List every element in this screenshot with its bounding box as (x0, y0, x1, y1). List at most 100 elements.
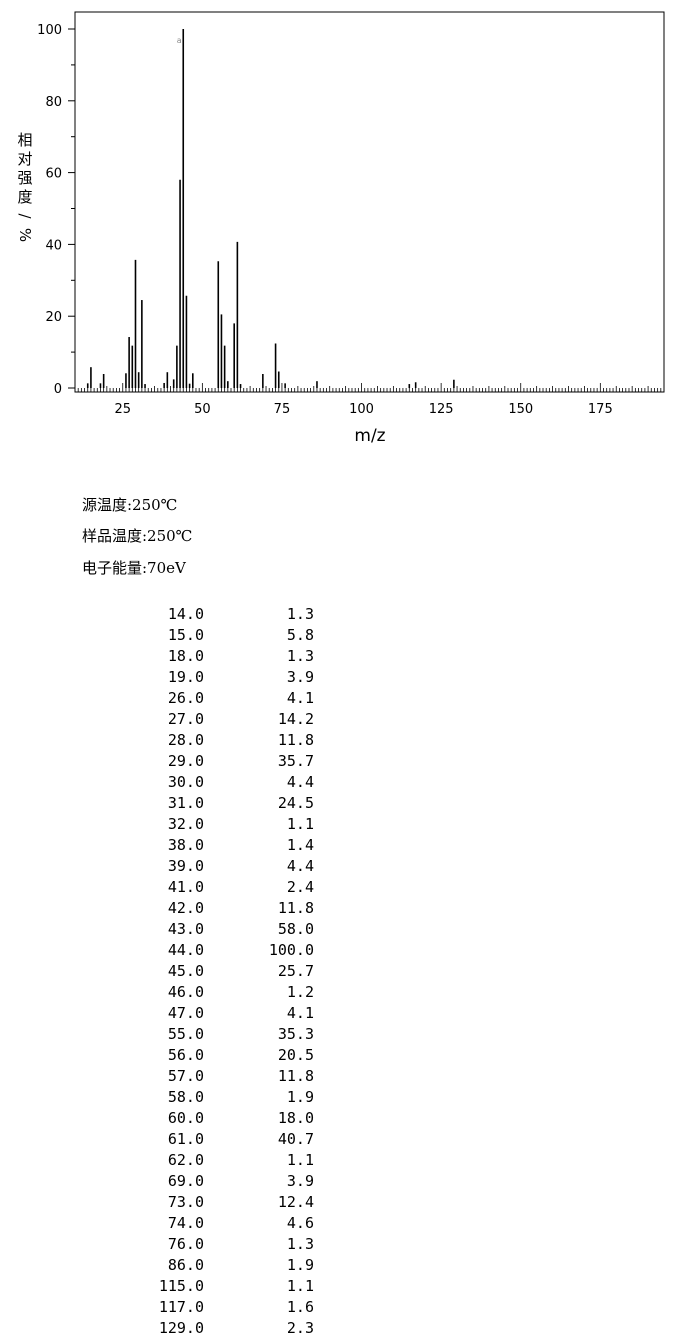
abundance-value: 35.7 (277, 752, 314, 770)
x-axis-ticks: 25 50 75 100 125 150 175 (74, 383, 665, 417)
abundance-value: 1.1 (286, 1277, 314, 1295)
peak-row: 129.0 2.3 (130, 1318, 314, 1339)
abundance-value: 1.2 (286, 983, 314, 1001)
x-axis-label: m/z (354, 426, 385, 446)
mz-value: 30.0 (167, 773, 204, 791)
abundance-value: 1.9 (286, 1088, 314, 1106)
peak-row: 26.0 4.1 (130, 688, 314, 709)
abundance-value: 4.4 (286, 857, 314, 875)
mz-value: 58.0 (167, 1088, 204, 1106)
mz-value: 29.0 (167, 752, 204, 770)
mz-value: 62.0 (167, 1151, 204, 1169)
abundance-value: 3.9 (286, 668, 314, 686)
peak-row: 62.0 1.1 (130, 1150, 314, 1171)
x-tick-label: 175 (588, 402, 613, 417)
peak-row: 46.0 1.2 (130, 982, 314, 1003)
peak-row: 44.0 100.0 (130, 940, 314, 961)
abundance-value: 11.8 (277, 1067, 314, 1085)
peak-row: 57.0 11.8 (130, 1066, 314, 1087)
mz-value: 44.0 (167, 941, 204, 959)
mz-value: 115.0 (158, 1277, 204, 1295)
peak-row: 47.0 4.1 (130, 1003, 314, 1024)
mz-value: 60.0 (167, 1109, 204, 1127)
y-tick-label: 40 (45, 238, 62, 253)
abundance-value: 40.7 (277, 1130, 314, 1148)
y-label-char: % (16, 228, 34, 242)
y-label-char: 对 (17, 150, 32, 168)
peak-row: 32.0 1.1 (130, 814, 314, 835)
mz-value: 76.0 (167, 1235, 204, 1253)
mz-value: 19.0 (167, 668, 204, 686)
x-tick-label: 125 (429, 402, 454, 417)
peak-row: 15.0 5.8 (130, 625, 314, 646)
mz-value: 61.0 (167, 1130, 204, 1148)
abundance-value: 35.3 (277, 1025, 314, 1043)
abundance-value: 100.0 (268, 941, 314, 959)
abundance-value: 58.0 (277, 920, 314, 938)
peak-row: 58.0 1.9 (130, 1087, 314, 1108)
peak-row: 29.0 35.7 (130, 751, 314, 772)
x-tick-label: 100 (349, 402, 374, 417)
peak-row: 42.0 11.8 (130, 898, 314, 919)
mz-value: 14.0 (167, 605, 204, 623)
base-peak-marker: a (177, 36, 182, 45)
y-label-char: 度 (17, 188, 32, 206)
mz-value: 42.0 (167, 899, 204, 917)
abundance-value: 18.0 (277, 1109, 314, 1127)
y-tick-label: 60 (45, 167, 62, 182)
mz-value: 74.0 (167, 1214, 204, 1232)
abundance-value: 1.1 (286, 815, 314, 833)
abundance-value: 5.8 (286, 626, 314, 644)
mz-value: 28.0 (167, 731, 204, 749)
x-tick-label: 25 (114, 402, 131, 417)
peak-row: 45.0 25.7 (130, 961, 314, 982)
mz-value: 15.0 (167, 626, 204, 644)
mz-value: 55.0 (167, 1025, 204, 1043)
y-axis-ticks: 0 20 40 60 80 100 (37, 23, 75, 397)
mz-value: 27.0 (167, 710, 204, 728)
peak-table: 14.0 1.3 15.0 5.8 18.0 1.3 19.0 3.9 26.0 4.1 27.0 1… (130, 604, 314, 1339)
mz-value: 129.0 (158, 1319, 204, 1337)
source-temperature: 源温度:250℃ (82, 496, 178, 514)
spectrum-bars (86, 29, 455, 388)
mz-value: 32.0 (167, 815, 204, 833)
y-tick-label: 100 (37, 23, 62, 38)
abundance-value: 24.5 (277, 794, 314, 812)
peak-row: 14.0 1.3 (130, 604, 314, 625)
mz-value: 117.0 (158, 1298, 204, 1316)
y-tick-label: 0 (54, 382, 62, 397)
x-tick-label: 150 (508, 402, 533, 417)
electron-energy: 电子能量:70eV (82, 559, 186, 577)
x-tick-label: 75 (274, 402, 291, 417)
peak-row: 69.0 3.9 (130, 1171, 314, 1192)
abundance-value: 1.6 (286, 1298, 314, 1316)
peak-row: 86.0 1.9 (130, 1255, 314, 1276)
y-label-char: 相 (17, 131, 32, 149)
peak-row: 55.0 35.3 (130, 1024, 314, 1045)
mz-value: 47.0 (167, 1004, 204, 1022)
abundance-value: 11.8 (277, 899, 314, 917)
peak-row: 30.0 4.4 (130, 772, 314, 793)
abundance-value: 4.6 (286, 1214, 314, 1232)
peak-row: 73.0 12.4 (130, 1192, 314, 1213)
abundance-value: 1.1 (286, 1151, 314, 1169)
mz-value: 31.0 (167, 794, 204, 812)
abundance-value: 1.3 (286, 647, 314, 665)
abundance-value: 1.9 (286, 1256, 314, 1274)
abundance-value: 20.5 (277, 1046, 314, 1064)
abundance-value: 1.3 (286, 1235, 314, 1253)
y-label-char: / (16, 213, 34, 219)
peak-row: 38.0 1.4 (130, 835, 314, 856)
y-label-char: 强 (17, 169, 32, 187)
y-tick-label: 20 (45, 310, 62, 325)
plot-frame (74, 11, 665, 393)
abundance-value: 2.3 (286, 1319, 314, 1337)
peak-row: 117.0 1.6 (130, 1297, 314, 1318)
mz-value: 39.0 (167, 857, 204, 875)
peak-row: 27.0 14.2 (130, 709, 314, 730)
mz-value: 26.0 (167, 689, 204, 707)
mz-value: 43.0 (167, 920, 204, 938)
mz-value: 18.0 (167, 647, 204, 665)
mz-value: 38.0 (167, 836, 204, 854)
